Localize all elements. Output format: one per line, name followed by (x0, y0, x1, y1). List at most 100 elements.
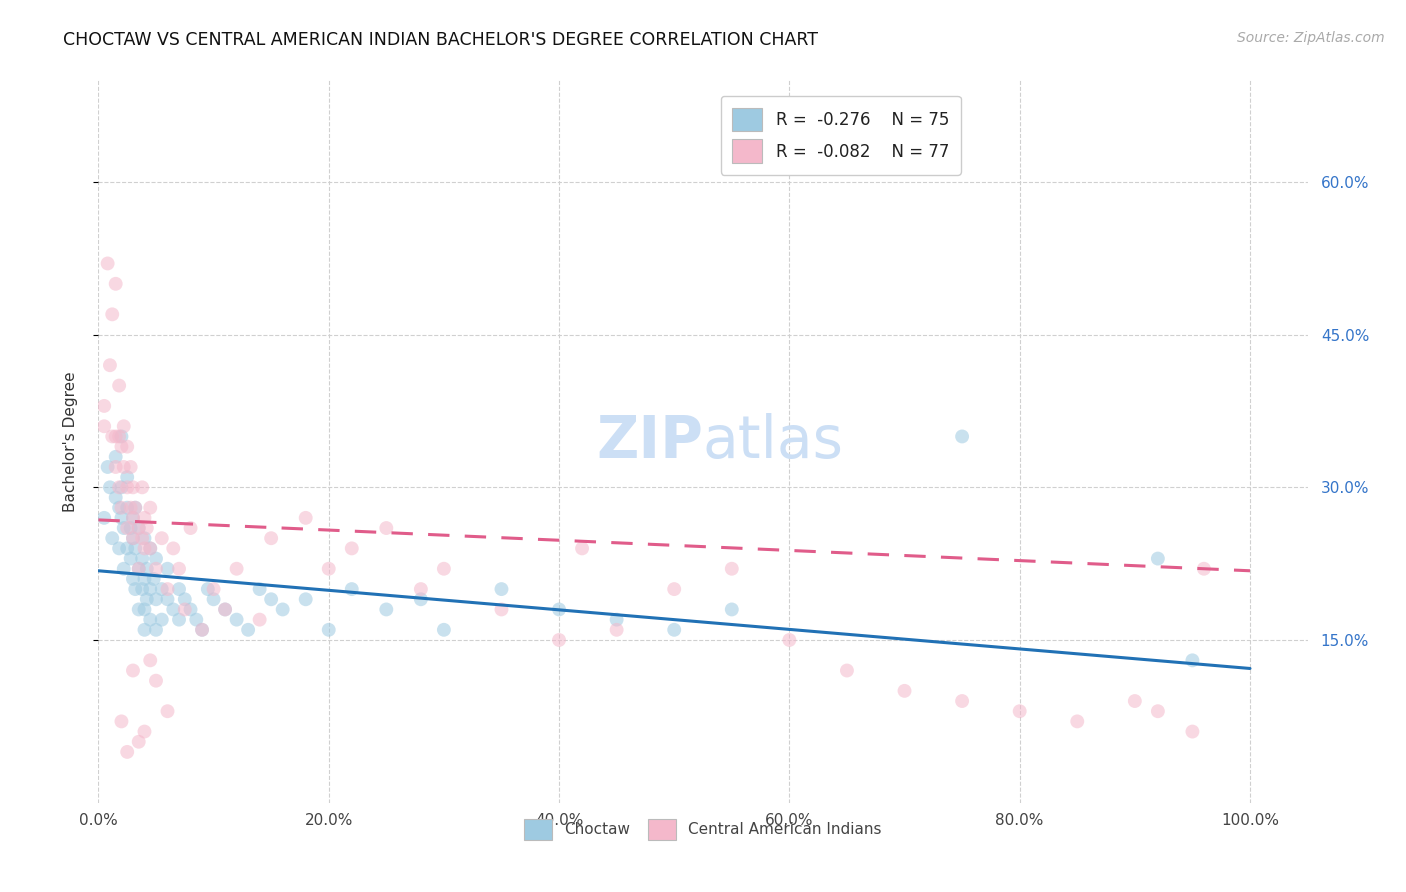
Point (318, 623, 340, 637)
Point (134, 623, 156, 637)
Point (409, 582, 432, 596)
Point (101, 307, 124, 321)
Text: CHOCTAW VS CENTRAL AMERICAN INDIAN BACHELOR'S DEGREE CORRELATION CHART: CHOCTAW VS CENTRAL AMERICAN INDIAN BACHE… (63, 31, 818, 49)
Point (108, 429, 131, 443)
Point (778, 632, 800, 647)
Point (115, 440, 138, 454)
Point (720, 562, 742, 576)
Point (294, 592, 316, 607)
Point (128, 562, 150, 576)
Point (120, 521, 142, 535)
Point (191, 623, 214, 637)
Point (197, 582, 219, 596)
Point (110, 440, 132, 454)
Point (104, 277, 127, 291)
Point (131, 551, 153, 566)
Point (128, 735, 150, 749)
Point (110, 511, 132, 525)
Point (167, 562, 190, 576)
Point (131, 531, 153, 545)
Point (571, 541, 593, 556)
Point (167, 613, 190, 627)
Point (112, 460, 135, 475)
Point (134, 724, 156, 739)
Point (115, 480, 138, 494)
Point (134, 531, 156, 545)
Point (491, 582, 513, 596)
Point (104, 429, 127, 443)
Point (548, 632, 571, 647)
Point (97, 256, 120, 270)
Point (122, 531, 145, 545)
Point (1066, 714, 1088, 729)
Point (606, 623, 628, 637)
Point (135, 562, 157, 576)
Point (128, 521, 150, 535)
Point (236, 623, 259, 637)
Point (249, 613, 271, 627)
Point (108, 480, 131, 494)
Point (260, 531, 283, 545)
Point (115, 521, 138, 535)
Point (135, 521, 157, 535)
Point (162, 602, 184, 616)
Point (122, 664, 145, 678)
Point (124, 541, 146, 556)
Point (835, 664, 858, 678)
Point (180, 602, 202, 616)
Point (145, 623, 167, 637)
Point (606, 613, 628, 627)
Point (134, 602, 156, 616)
Point (120, 551, 142, 566)
Point (167, 582, 190, 596)
Point (664, 623, 686, 637)
Y-axis label: Bachelor's Degree: Bachelor's Degree (63, 371, 77, 512)
Point (139, 613, 162, 627)
Point (108, 378, 131, 392)
Point (294, 511, 316, 525)
Point (97, 460, 120, 475)
Point (249, 582, 271, 596)
Point (150, 531, 173, 545)
Point (110, 500, 132, 515)
Point (124, 582, 146, 596)
Point (150, 613, 173, 627)
Point (93, 419, 115, 434)
Point (950, 429, 973, 443)
Point (134, 541, 156, 556)
Point (409, 592, 432, 607)
Point (156, 562, 179, 576)
Point (1181, 724, 1204, 739)
Point (214, 602, 236, 616)
Point (433, 562, 456, 576)
Point (134, 511, 156, 525)
Text: Source: ZipAtlas.com: Source: ZipAtlas.com (1237, 31, 1385, 45)
Point (340, 541, 363, 556)
Point (139, 653, 162, 667)
Point (115, 541, 138, 556)
Point (375, 602, 398, 616)
Point (1181, 653, 1204, 667)
Point (122, 511, 145, 525)
Point (173, 602, 195, 616)
Point (122, 511, 145, 525)
Point (128, 562, 150, 576)
Point (162, 541, 184, 556)
Point (145, 551, 167, 566)
Point (112, 562, 135, 576)
Legend: Choctaw, Central American Indians: Choctaw, Central American Indians (515, 809, 891, 849)
Point (202, 592, 225, 607)
Point (115, 745, 138, 759)
Point (173, 592, 195, 607)
Point (156, 592, 179, 607)
Point (191, 623, 214, 637)
Point (110, 429, 132, 443)
Point (1147, 551, 1170, 566)
Point (131, 582, 153, 596)
Point (893, 684, 915, 698)
Point (124, 500, 146, 515)
Point (98, 480, 121, 494)
Point (104, 460, 127, 475)
Point (156, 704, 179, 718)
Point (139, 541, 162, 556)
